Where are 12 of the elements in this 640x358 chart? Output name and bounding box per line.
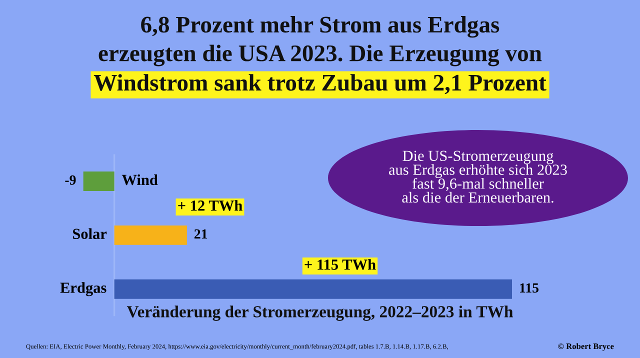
y-tick-label: Wind	[122, 174, 158, 186]
annotation: Die US-Stromerzeugung aus Erdgas erhöhte sich 2023 fast 9,6-mal schneller als die der Erneuerbaren.	[389, 150, 567, 203]
chart-title: 6,8 Prozent mehr Strom aus Erdgas erzeugten die USA 2023. Die Erzeugung von Windstrom sank trotz Zubau um 2,1 Prozent	[94, 16, 546, 94]
data-label: 115	[520, 283, 539, 293]
y-tick-label: Erdgas	[60, 282, 106, 296]
x-axis-title: Veränderung der Stromerzeugung, 2022–2023 in TWh	[126, 306, 513, 321]
y-tick-label: Solar	[72, 228, 107, 240]
text: © Robert Bryce	[558, 343, 614, 351]
data-label: 21	[194, 229, 208, 239]
annotation: + 115 TWh	[304, 259, 376, 270]
annotation: + 12 TWh	[178, 200, 242, 211]
data-label: -9	[65, 175, 76, 185]
